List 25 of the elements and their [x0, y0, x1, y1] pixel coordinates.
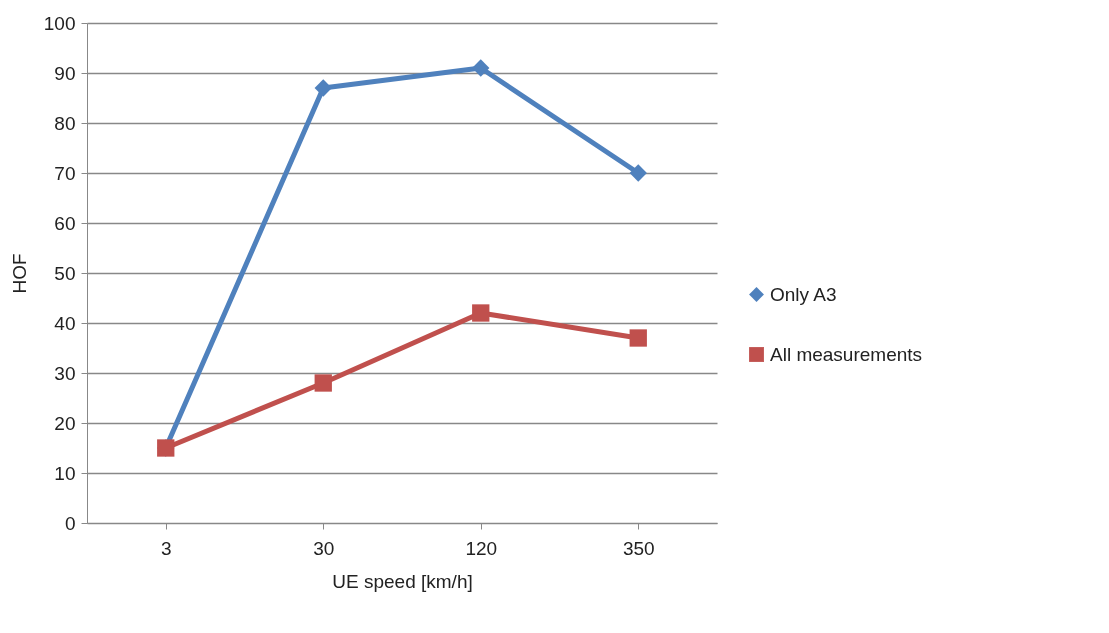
y-axis-title: HOF	[8, 253, 30, 294]
y-tick-label: 30	[54, 362, 76, 384]
x-tick-label: 30	[313, 537, 335, 559]
x-tick-label: 120	[465, 537, 498, 559]
legend-label: Only A3	[770, 283, 837, 305]
y-tick-label: 60	[54, 212, 76, 234]
y-tick-label: 80	[54, 112, 76, 134]
point	[314, 374, 332, 392]
point	[629, 164, 647, 182]
x-tick-label: 3	[160, 537, 172, 559]
y-tick-label: 0	[64, 512, 76, 534]
y-tick-label: 20	[54, 412, 76, 434]
y-tick-label: 70	[54, 162, 76, 184]
y-tick-label: 50	[54, 262, 76, 284]
x-axis-title: UE speed [km/h]	[332, 570, 473, 592]
y-tick-label: 100	[43, 12, 76, 34]
y-tick-label: 10	[54, 462, 76, 484]
legend-label: All measurements	[770, 343, 923, 365]
point	[314, 79, 332, 97]
point	[629, 329, 647, 347]
x-tick-label: 350	[622, 537, 655, 559]
point	[472, 304, 490, 322]
y-tick-label: 40	[54, 312, 76, 334]
point	[472, 59, 490, 77]
y-tick-label: 90	[54, 62, 76, 84]
